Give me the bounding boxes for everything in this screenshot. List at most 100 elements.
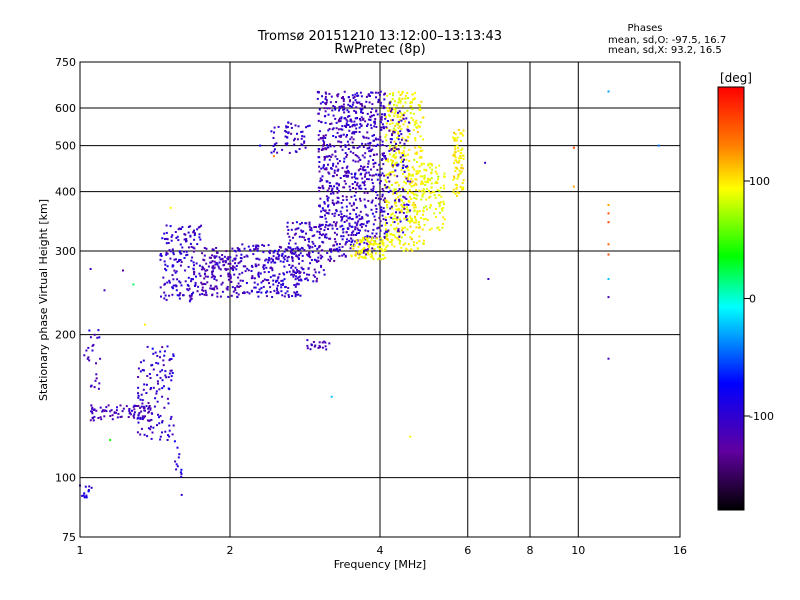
data-point xyxy=(358,145,361,148)
data-point xyxy=(420,100,423,103)
data-point xyxy=(239,279,242,282)
data-point xyxy=(349,105,352,107)
data-point xyxy=(326,144,329,146)
data-point xyxy=(331,202,334,204)
data-point xyxy=(416,131,419,134)
data-point xyxy=(397,196,400,199)
data-point xyxy=(201,293,204,295)
data-point xyxy=(388,149,391,152)
data-point xyxy=(325,92,328,95)
data-point xyxy=(357,169,360,172)
data-point xyxy=(317,138,320,141)
data-point xyxy=(331,212,334,215)
data-point xyxy=(453,153,456,156)
data-point xyxy=(332,175,335,178)
data-point xyxy=(204,275,207,278)
data-point xyxy=(397,184,400,187)
data-point xyxy=(373,121,376,124)
data-point xyxy=(205,247,208,250)
data-point xyxy=(381,188,384,190)
data-point xyxy=(322,269,325,272)
data-point xyxy=(283,258,286,261)
data-point xyxy=(320,149,323,151)
data-point xyxy=(461,182,464,184)
data-point xyxy=(306,347,309,350)
data-point xyxy=(391,207,394,210)
data-point xyxy=(331,187,334,190)
data-point xyxy=(394,147,396,150)
data-point xyxy=(358,214,361,217)
data-point xyxy=(410,181,413,184)
data-point xyxy=(355,111,358,114)
data-point xyxy=(344,243,347,246)
data-point xyxy=(286,271,288,274)
data-point xyxy=(391,133,394,136)
data-point xyxy=(98,336,101,339)
data-point xyxy=(359,224,362,227)
data-point xyxy=(324,147,327,150)
data-point xyxy=(453,162,455,165)
data-point xyxy=(359,210,362,213)
data-point xyxy=(169,417,172,420)
data-point xyxy=(186,288,189,291)
data-point xyxy=(99,406,102,409)
data-point xyxy=(125,405,128,408)
data-point xyxy=(318,130,321,133)
data-point xyxy=(366,125,368,127)
data-point xyxy=(333,231,336,234)
data-point xyxy=(149,408,152,411)
data-point xyxy=(192,231,195,234)
data-point xyxy=(427,163,430,166)
data-point xyxy=(252,244,255,247)
data-point xyxy=(338,243,341,245)
data-point xyxy=(227,275,230,278)
data-point xyxy=(392,154,395,156)
data-point xyxy=(179,292,182,295)
data-point xyxy=(177,239,180,242)
data-point xyxy=(167,434,169,437)
data-point xyxy=(392,221,394,224)
data-point xyxy=(200,224,203,227)
data-point xyxy=(242,292,244,294)
data-point xyxy=(344,255,347,258)
data-point xyxy=(188,294,191,297)
data-point xyxy=(371,148,374,151)
data-point xyxy=(308,225,311,228)
data-point xyxy=(166,265,169,268)
data-point xyxy=(220,283,223,286)
data-point xyxy=(381,113,383,116)
data-point xyxy=(373,241,376,244)
data-point xyxy=(371,103,374,106)
data-point xyxy=(180,261,183,263)
data-point xyxy=(385,222,388,225)
data-point xyxy=(360,249,363,252)
data-point xyxy=(440,195,443,198)
data-point xyxy=(337,214,340,216)
data-point xyxy=(234,258,237,261)
data-point xyxy=(326,189,329,192)
data-point xyxy=(369,144,371,147)
data-point xyxy=(409,225,412,228)
data-point xyxy=(319,180,322,183)
data-point xyxy=(273,289,276,292)
data-point xyxy=(310,227,313,230)
data-point xyxy=(161,387,164,390)
data-point xyxy=(253,248,256,251)
data-point xyxy=(375,109,378,112)
data-point xyxy=(438,205,441,208)
data-point xyxy=(273,148,276,151)
data-point xyxy=(294,228,297,231)
data-point xyxy=(102,409,105,412)
data-point xyxy=(380,258,383,261)
data-point xyxy=(389,207,392,210)
data-point xyxy=(88,329,91,332)
data-point xyxy=(175,468,178,471)
data-point xyxy=(363,156,366,159)
data-point xyxy=(162,385,165,388)
data-point xyxy=(332,248,335,251)
data-point xyxy=(397,238,400,241)
data-point xyxy=(280,283,283,286)
data-point xyxy=(362,251,365,254)
data-point xyxy=(353,176,356,179)
data-point xyxy=(252,253,255,256)
